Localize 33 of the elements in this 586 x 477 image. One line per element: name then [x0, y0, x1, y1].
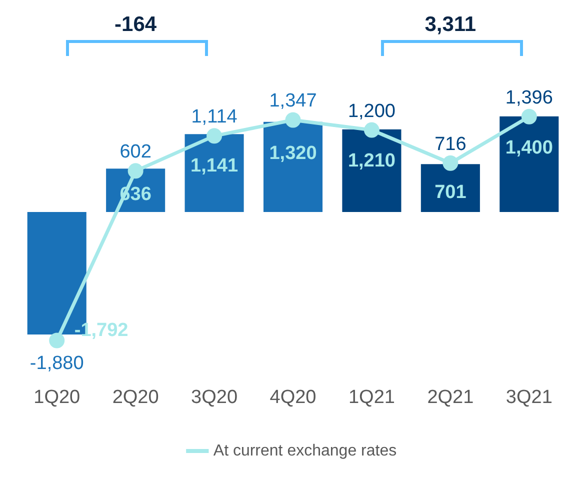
point	[442, 155, 458, 171]
data-label: 1,114	[191, 106, 238, 128]
bar	[263, 122, 323, 212]
data-label: 1,141	[190, 155, 238, 176]
x-tick-label: 4Q20	[270, 386, 316, 408]
point	[49, 332, 65, 348]
legend-label: At current exchange rates	[213, 442, 397, 460]
point	[521, 108, 537, 124]
data-label: 716	[434, 134, 466, 155]
data-label: -1,880	[30, 353, 84, 374]
data-label: 1,320	[269, 143, 317, 164]
data-label: 1,400	[505, 138, 553, 159]
x-tick-label: 2Q21	[427, 386, 474, 408]
x-tick-label: 1Q20	[34, 386, 80, 408]
bar	[500, 116, 559, 212]
data-label: 701	[434, 182, 467, 204]
data-label: 1,347	[269, 90, 317, 112]
x-tick-label: 3Q21	[506, 386, 552, 408]
point	[364, 122, 380, 138]
data-label: 1,200	[348, 100, 396, 122]
data-label: 602	[120, 142, 152, 163]
point	[128, 163, 144, 179]
data-label: 1,396	[505, 87, 553, 108]
data-label: -1,792	[74, 320, 128, 342]
point	[206, 128, 222, 144]
x-tick-label: 1Q21	[348, 386, 395, 408]
data-label: 1,210	[348, 150, 396, 172]
x-tick-label: 3Q20	[191, 386, 238, 408]
x-tick-label: 2Q20	[112, 386, 159, 408]
text: 3,311	[424, 13, 478, 37]
point	[285, 112, 301, 128]
text: -164	[114, 13, 158, 37]
bar	[420, 164, 480, 212]
